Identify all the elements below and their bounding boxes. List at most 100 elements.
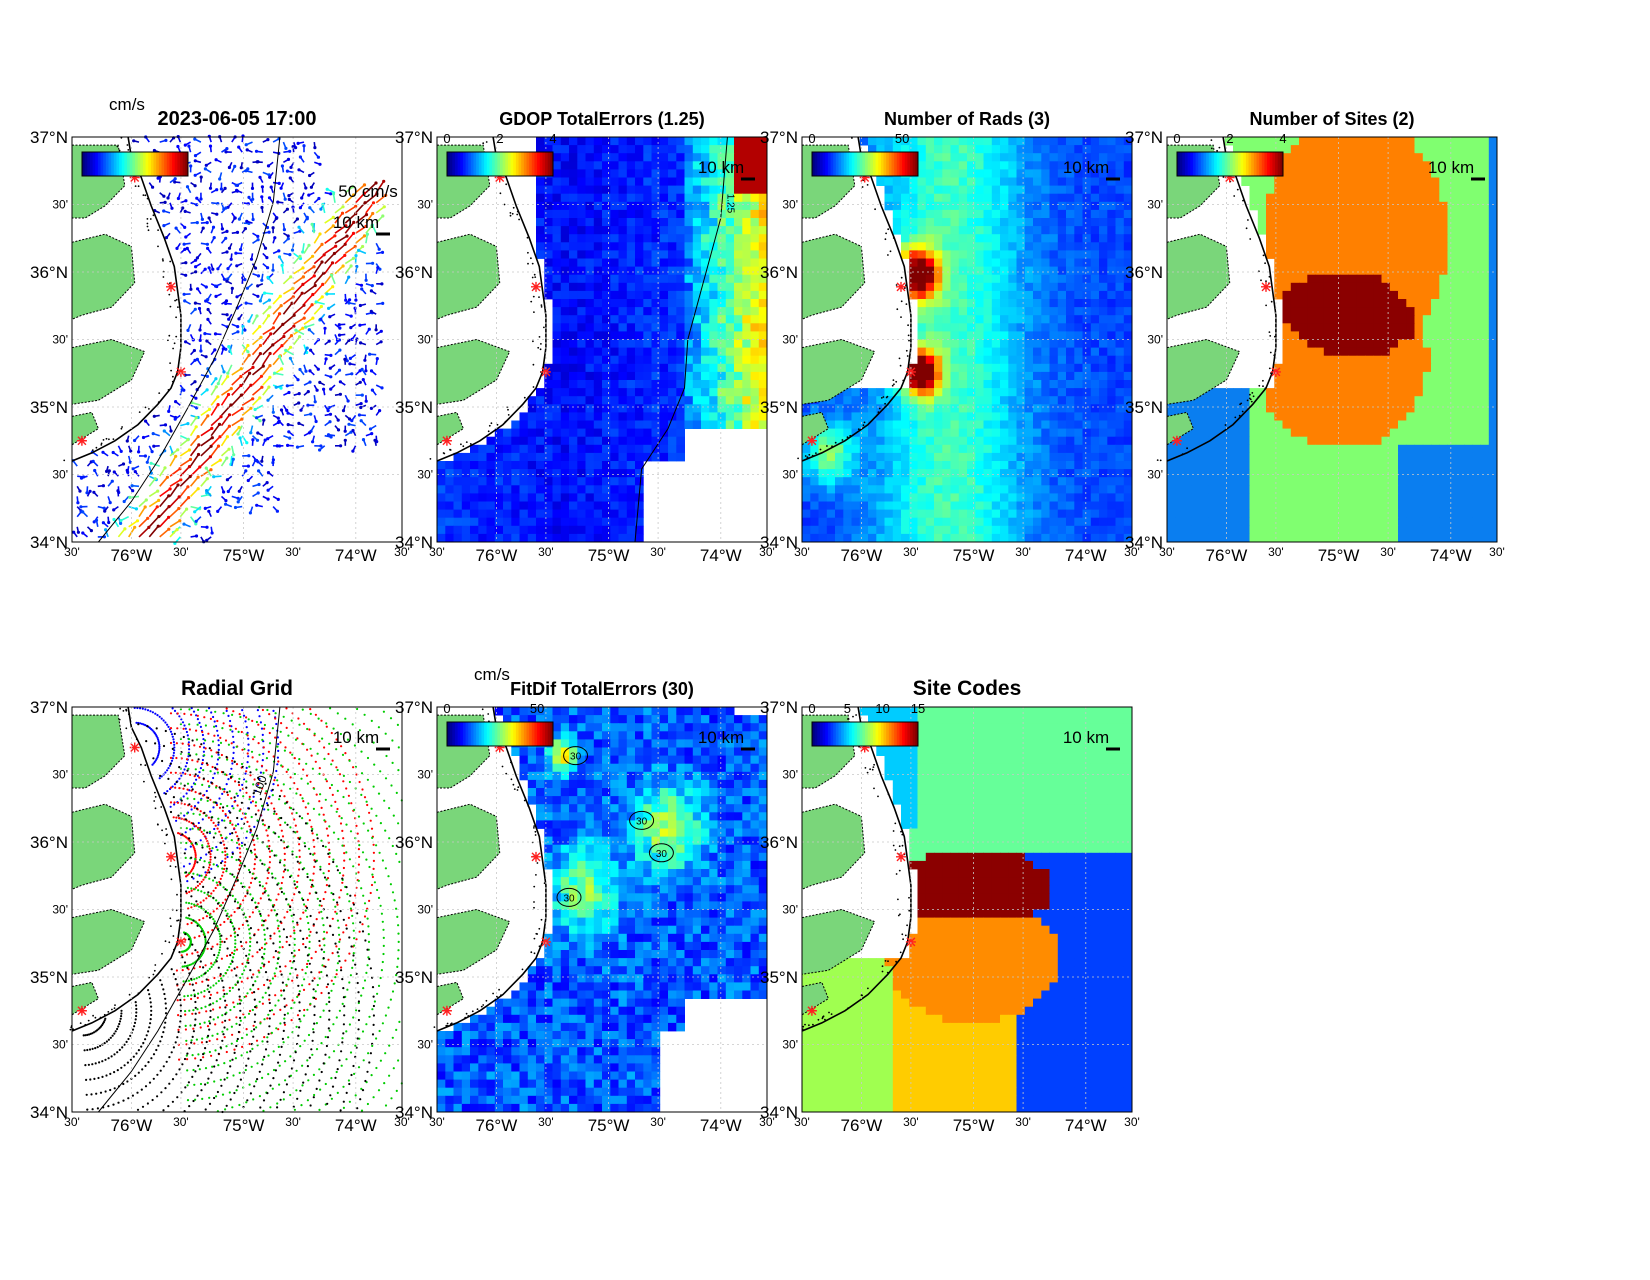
data-cell — [619, 510, 628, 518]
current-vector-head — [321, 283, 324, 286]
data-cell — [835, 453, 844, 462]
data-cell — [652, 453, 661, 462]
data-cell — [668, 429, 677, 438]
data-cell — [536, 210, 545, 219]
current-vector-head — [81, 531, 84, 534]
current-vector — [283, 288, 293, 294]
data-cell — [668, 161, 677, 170]
current-vector — [139, 507, 145, 517]
data-cell — [934, 315, 943, 324]
data-cell — [1058, 178, 1067, 187]
data-cell — [984, 242, 993, 251]
data-cell — [553, 477, 562, 486]
data-cell — [594, 469, 603, 478]
data-cell — [619, 169, 628, 178]
current-vector-head — [231, 287, 234, 290]
data-cell — [918, 291, 927, 300]
data-cell — [893, 510, 902, 518]
current-vector-head — [210, 427, 213, 430]
data-cell — [577, 234, 586, 243]
data-cell — [893, 453, 902, 462]
data-cell — [643, 161, 652, 170]
data-cell — [594, 194, 603, 203]
data-cell — [1083, 145, 1092, 154]
data-cell — [751, 194, 760, 203]
data-cell — [1066, 493, 1075, 502]
data-cell — [1033, 299, 1042, 308]
y-tick-label: 34°N — [760, 533, 798, 552]
data-cell — [1107, 534, 1116, 543]
current-vector-head — [256, 295, 259, 298]
current-vector-head — [92, 460, 95, 463]
current-vector — [222, 395, 229, 406]
data-cell — [1025, 348, 1034, 357]
data-cell — [1099, 437, 1108, 446]
data-cell — [1008, 364, 1017, 373]
y-tick-label: 37°N — [760, 128, 798, 147]
data-cell — [901, 453, 910, 462]
data-cell — [594, 372, 603, 381]
data-cell — [810, 485, 819, 494]
data-cell — [984, 526, 993, 535]
data-cell — [1066, 137, 1075, 146]
data-cell — [918, 485, 927, 494]
island-dot — [108, 438, 110, 440]
data-cell — [959, 145, 968, 154]
data-cell — [819, 404, 828, 413]
data-cell — [1033, 291, 1042, 300]
data-cell — [967, 518, 976, 527]
data-cell — [470, 469, 479, 478]
data-cell — [942, 315, 951, 324]
current-vector-head — [206, 388, 209, 391]
data-cell — [926, 429, 935, 438]
data-cell — [819, 437, 828, 446]
data-cell — [1074, 331, 1083, 340]
island-dot — [143, 194, 145, 196]
data-cell — [1050, 194, 1059, 203]
current-vector-head — [219, 415, 222, 418]
current-vector-head — [314, 284, 317, 287]
data-cell — [1050, 218, 1059, 227]
data-cell — [470, 534, 479, 543]
data-cell — [635, 404, 644, 413]
current-vector-head — [311, 303, 314, 306]
data-cell — [643, 307, 652, 316]
data-cell — [577, 348, 586, 357]
data-cell — [1083, 518, 1092, 527]
data-cell — [693, 145, 702, 154]
data-cell — [627, 518, 636, 527]
data-cell — [942, 307, 951, 316]
data-cell — [445, 477, 454, 486]
data-cell — [934, 477, 943, 486]
data-cell — [586, 421, 595, 430]
data-cell — [1008, 445, 1017, 454]
current-vector-head — [184, 261, 187, 264]
x-tick-label: 75°W — [953, 546, 995, 565]
current-vector-head — [261, 185, 264, 188]
current-vector-head — [102, 521, 105, 524]
data-cell — [536, 453, 545, 462]
data-cell — [1025, 161, 1034, 170]
data-cell — [569, 145, 578, 154]
island-dot — [460, 443, 462, 445]
data-cell — [1000, 267, 1009, 276]
data-cell — [984, 477, 993, 486]
data-cell — [561, 153, 570, 162]
current-vector-head — [218, 423, 221, 426]
data-cell — [652, 299, 661, 308]
current-vector-head — [236, 231, 239, 234]
island-dot — [539, 336, 541, 338]
data-cell — [1099, 364, 1108, 373]
data-cell — [1099, 348, 1108, 357]
data-cell — [726, 396, 735, 405]
data-cell — [701, 340, 710, 349]
data-cell — [602, 210, 611, 219]
data-cell — [934, 275, 943, 284]
data-cell — [984, 259, 993, 268]
data-cell — [1124, 453, 1133, 462]
data-cell — [660, 178, 669, 187]
data-cell — [627, 275, 636, 284]
data-cell — [635, 477, 644, 486]
data-cell — [885, 461, 894, 470]
data-cell — [619, 429, 628, 438]
